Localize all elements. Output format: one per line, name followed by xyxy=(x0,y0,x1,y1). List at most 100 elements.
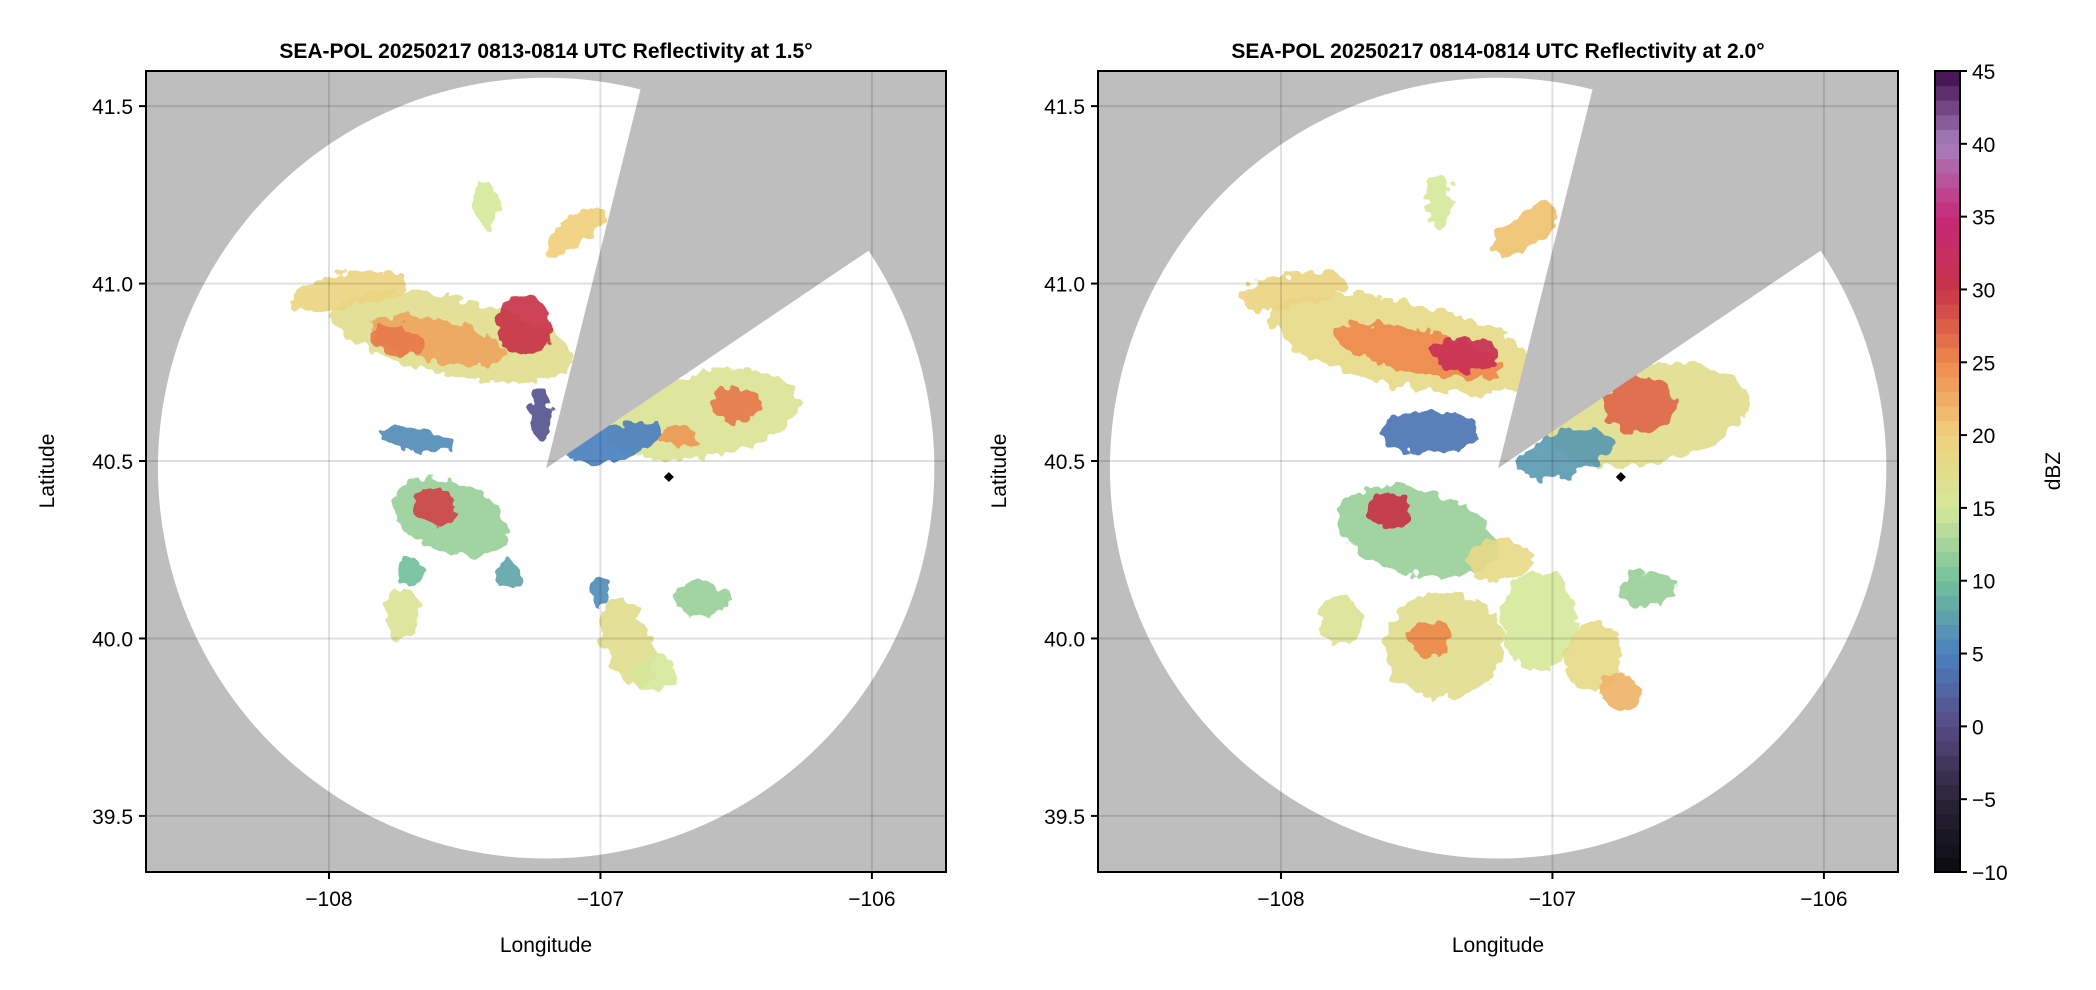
colorbar-band xyxy=(1935,668,1960,684)
echo-cell xyxy=(378,427,454,453)
echo-cell xyxy=(1424,177,1452,227)
echo-cell xyxy=(1518,429,1614,479)
echo-cell xyxy=(369,325,424,356)
colorbar-label: dBZ xyxy=(2042,452,2065,491)
echo-cell xyxy=(1381,411,1480,454)
colorbar-band xyxy=(1935,304,1960,320)
echo-cell xyxy=(633,656,677,692)
ytick-label: 39.5 xyxy=(1044,806,1085,829)
colorbar-band xyxy=(1935,71,1960,87)
ytick-label: 40.0 xyxy=(92,628,133,651)
echo-cell xyxy=(497,294,552,359)
colorbar-band xyxy=(1935,522,1960,538)
colorbar-band xyxy=(1935,362,1960,378)
colorbar-band xyxy=(1935,202,1960,218)
colorbar-band xyxy=(1935,740,1960,757)
colorbar-band xyxy=(1935,828,1960,844)
colorbar-band xyxy=(1935,231,1960,247)
colorbar-band xyxy=(1935,799,1960,815)
colorbar-band xyxy=(1935,333,1960,349)
echo-cell xyxy=(494,560,522,589)
colorbar-band xyxy=(1935,85,1960,101)
colorbar-band xyxy=(1935,507,1960,524)
colorbar-band xyxy=(1935,114,1960,130)
echo-layer xyxy=(1240,177,1750,710)
echo-cell xyxy=(413,488,457,526)
colorbar-tick-label: 35 xyxy=(1972,207,1995,230)
echo-cell xyxy=(1566,620,1621,692)
blocked-sector xyxy=(1498,71,1898,469)
colorbar-band xyxy=(1935,158,1960,174)
panel-2-title: SEA-POL 20250217 0814-0814 UTC Reflectiv… xyxy=(1231,40,1764,63)
blocked-sector xyxy=(546,71,946,469)
colorbar-band xyxy=(1935,711,1960,727)
colorbar-tick-label: 20 xyxy=(1972,425,1995,448)
colorbar-band xyxy=(1935,420,1960,436)
echo-cell xyxy=(1492,204,1559,257)
colorbar-band xyxy=(1935,143,1960,159)
colorbar-band xyxy=(1935,653,1960,669)
colorbar-band xyxy=(1935,813,1960,829)
echo-cell xyxy=(711,386,761,422)
colorbar-band xyxy=(1935,289,1960,305)
colorbar-band xyxy=(1935,755,1960,771)
echo-layer xyxy=(289,177,801,692)
xtick-label: −106 xyxy=(1800,888,1847,911)
colorbar-band xyxy=(1935,274,1960,291)
axes-frame xyxy=(1097,70,1899,873)
panel-1-xlabel: Longitude xyxy=(500,934,592,957)
colorbar-band xyxy=(1935,100,1960,116)
colorbar-band xyxy=(1935,784,1960,800)
colorbar-tick-label: 10 xyxy=(1972,571,1995,594)
colorbar-tick-label: −5 xyxy=(1972,789,1996,812)
colorbar-band xyxy=(1935,537,1960,553)
colorbar-band xyxy=(1935,260,1960,276)
colorbar-band xyxy=(1935,478,1960,494)
panel-1: −108 −107 −106 39.5 40.0 40.5 41.0 41.5 xyxy=(92,70,947,911)
colorbar-tick-label: 5 xyxy=(1972,644,1984,667)
colorbar-band xyxy=(1935,493,1960,509)
echo-cell xyxy=(673,581,729,618)
colorbar-band xyxy=(1935,726,1960,742)
echo-cell xyxy=(1368,492,1411,529)
echo-cell xyxy=(1598,673,1643,710)
echo-cell xyxy=(472,177,500,227)
echo-cell xyxy=(1465,539,1531,582)
colorbar-band xyxy=(1935,187,1960,203)
colorbar-band xyxy=(1935,566,1960,582)
echo-cell xyxy=(385,588,419,639)
echo-cell xyxy=(1318,595,1363,646)
colorbar-tick-label: 0 xyxy=(1972,716,1984,739)
colorbar-band xyxy=(1935,842,1960,859)
colorbar-band xyxy=(1935,580,1960,596)
echo-cell xyxy=(529,390,552,440)
echo-cell xyxy=(654,425,699,447)
echo-cell xyxy=(289,270,407,312)
ytick-label: 41.0 xyxy=(1044,274,1085,297)
colorbar-tick-label: −10 xyxy=(1972,862,2008,885)
axes-frame xyxy=(145,70,947,873)
colorbar-tick-label: 15 xyxy=(1972,498,1995,521)
colorbar-band xyxy=(1935,129,1960,145)
panel-1-ylabel: Latitude xyxy=(36,434,59,509)
colorbar-tick-label: 30 xyxy=(1972,279,1995,302)
colorbar-band xyxy=(1935,551,1960,567)
xtick-label: −107 xyxy=(1529,888,1576,911)
echo-cell xyxy=(396,556,424,586)
plot-area xyxy=(146,71,946,872)
colorbar-band xyxy=(1935,449,1960,465)
echo-cell xyxy=(1620,571,1675,607)
echo-cell xyxy=(1500,571,1577,671)
ytick-label: 40.5 xyxy=(1044,451,1085,474)
panel-2-xlabel: Longitude xyxy=(1452,934,1544,957)
echo-cell xyxy=(545,207,607,254)
colorbar-band xyxy=(1935,770,1960,786)
colorbar-band xyxy=(1935,318,1960,334)
colorbar-band xyxy=(1935,624,1960,640)
colorbar-band xyxy=(1935,638,1960,655)
colorbar-band xyxy=(1935,857,1960,873)
ytick-label: 40.5 xyxy=(92,451,133,474)
ytick-label: 40.0 xyxy=(1044,628,1085,651)
colorbar-tick-label: 40 xyxy=(1972,134,1995,157)
